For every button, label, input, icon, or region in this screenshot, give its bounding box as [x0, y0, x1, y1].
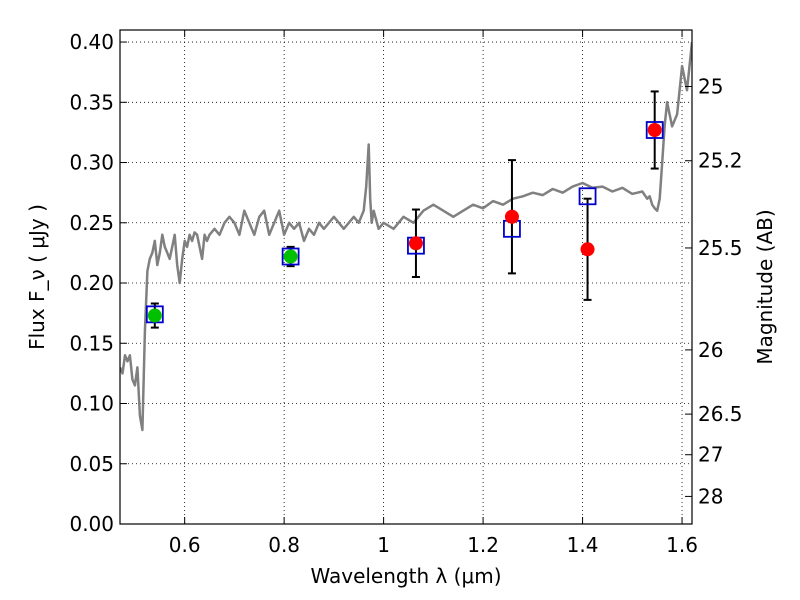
- optical-data-point: [283, 249, 298, 264]
- right-tick-label: 25.2: [698, 149, 743, 173]
- y-tick-label: 0.20: [69, 271, 114, 295]
- y-tick-label: 0.10: [69, 392, 114, 416]
- nir-data-point: [580, 242, 595, 257]
- right-tick-label: 26: [698, 338, 723, 362]
- right-tick-label: 27: [698, 443, 723, 467]
- nir-data-point: [504, 209, 519, 224]
- right-tick-label: 26.5: [698, 402, 743, 426]
- y-tick-label: 0.25: [69, 211, 114, 235]
- y-tick-label: 0.35: [69, 90, 114, 114]
- tick-layer: 0.6 0.8 1 1.2 1.4 1.6 0.00 0.05 0.10 0.15 0.20 0.25…: [69, 30, 743, 557]
- optical-data-point: [147, 308, 162, 323]
- x-tick-label: 1.6: [666, 533, 698, 557]
- right-tick-label: 25: [698, 75, 723, 99]
- marker-layer: [145, 121, 664, 324]
- spectrum-line: [120, 41, 692, 432]
- x-tick-label: 1.4: [567, 533, 599, 557]
- right-axis-label: Magnitude (AB): [753, 209, 777, 364]
- plot-frame: [119, 29, 693, 525]
- right-tick-label: 28: [698, 484, 723, 508]
- nir-data-point: [647, 123, 662, 138]
- y-tick-label: 0.30: [69, 151, 114, 175]
- y-axis-label: Flux F_ν ( μJy ): [25, 204, 49, 350]
- model-square-marker: [578, 187, 597, 206]
- nir-data-point: [408, 236, 423, 251]
- x-tick-label: 0.8: [268, 533, 300, 557]
- right-tick-label: 25.5: [698, 236, 743, 260]
- spectrum-layer: [120, 41, 692, 432]
- x-tick-label: 0.6: [169, 533, 201, 557]
- y-tick-label: 0.00: [69, 512, 114, 536]
- y-tick-label: 0.15: [69, 331, 114, 355]
- x-tick-label: 1.2: [467, 533, 499, 557]
- x-tick-label: 1: [377, 533, 390, 557]
- grid: [120, 30, 692, 525]
- x-axis-label: Wavelength λ (μm): [310, 564, 501, 588]
- model-square-marker: [281, 247, 300, 266]
- y-tick-label: 0.40: [69, 30, 114, 54]
- model-square-marker: [645, 121, 664, 139]
- y-tick-label: 0.05: [69, 452, 114, 476]
